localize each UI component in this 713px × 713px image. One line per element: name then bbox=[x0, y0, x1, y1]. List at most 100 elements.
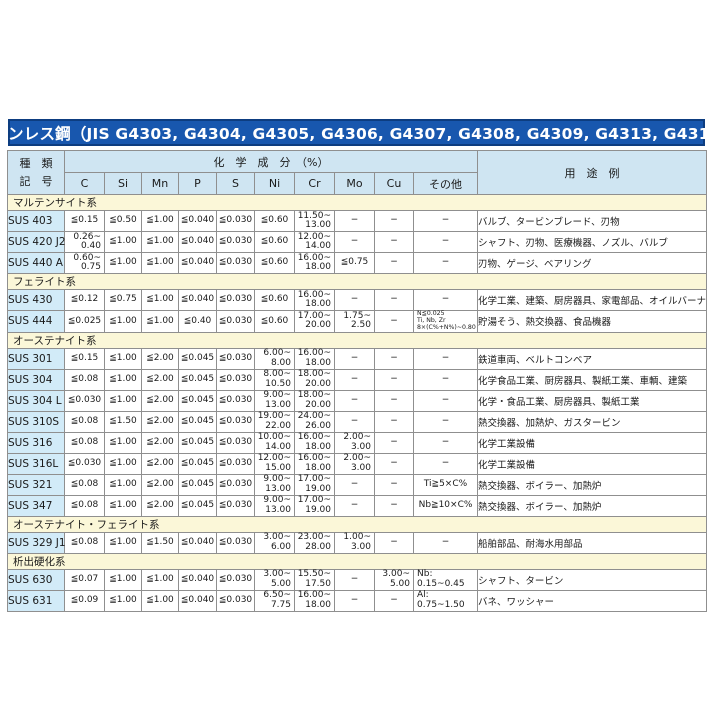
usage-cell: 鉄道車両、ベルトコンベア bbox=[477, 347, 708, 370]
cell-s: ≦0.030 bbox=[216, 452, 255, 475]
cell-p: ≦0.045 bbox=[178, 473, 217, 496]
section-label: 析出硬化系 bbox=[6, 552, 708, 570]
cell-mo: 2.00~ 3.00 bbox=[334, 431, 375, 454]
cell-si: ≦0.50 bbox=[104, 210, 142, 232]
section-row: オーステナイト・フェライト系 bbox=[6, 515, 708, 533]
cell-si: ≦1.00 bbox=[104, 473, 142, 496]
cell-mo: − bbox=[334, 389, 375, 412]
cell-c: ≦0.08 bbox=[64, 410, 105, 433]
cell-p: ≦0.045 bbox=[178, 389, 217, 412]
usage-cell: シャフト、刃物、医療機器、ノズル、バルブ bbox=[477, 231, 708, 253]
cell-cr: 17.00~ 19.00 bbox=[294, 473, 335, 496]
usage-cell: 化学工業設備 bbox=[477, 431, 708, 454]
section-label: オーステナイト系 bbox=[6, 331, 708, 349]
cell-cu: − bbox=[374, 589, 414, 612]
cell-cu: − bbox=[374, 289, 414, 311]
cell-mn: ≦2.00 bbox=[141, 494, 179, 517]
cell-c: ≦0.08 bbox=[64, 431, 105, 454]
cell-ni: 6.50~ 7.75 bbox=[254, 589, 295, 612]
table-row: SUS 301 ≦0.15 ≦1.00 ≦2.00 ≦0.045 ≦0.030 6.00~ … bbox=[7, 347, 708, 370]
cell-other: − bbox=[412, 347, 479, 370]
cell-p: ≦0.045 bbox=[178, 368, 217, 391]
table-row: SUS 316L ≦0.030 ≦1.00 ≦2.00 ≦0.045 ≦0.030 12.0… bbox=[7, 452, 708, 475]
cell-cr: 11.50~ 13.00 bbox=[294, 210, 335, 232]
cell-s: ≦0.030 bbox=[216, 431, 255, 454]
cell-cu: − bbox=[374, 410, 414, 433]
grade-code: SUS 444 bbox=[7, 310, 65, 333]
grade-code: SUS 316L bbox=[7, 452, 65, 475]
cell-s: ≦0.030 bbox=[216, 289, 255, 311]
cell-c: ≦0.12 bbox=[64, 289, 105, 311]
cell-s: ≦0.030 bbox=[216, 389, 255, 412]
table-row: SUS 430 ≦0.12 ≦0.75 ≦1.00 ≦0.040 ≦0.030 ≦0.60 1… bbox=[7, 289, 708, 311]
column-header-s: S bbox=[216, 172, 255, 195]
column-header-usage: 用 途 例 bbox=[477, 150, 708, 195]
cell-mn: ≦2.00 bbox=[141, 431, 179, 454]
cell-mn: ≦1.00 bbox=[141, 310, 179, 333]
cell-ni: 19.00~ 22.00 bbox=[254, 410, 295, 433]
column-header-cu: Cu bbox=[374, 172, 414, 195]
cell-mo: − bbox=[334, 368, 375, 391]
cell-p: ≦0.040 bbox=[178, 531, 217, 554]
grade-code: SUS 316 bbox=[7, 431, 65, 454]
cell-mo: 1.00~ 3.00 bbox=[334, 531, 375, 554]
grade-code: SUS 304 bbox=[7, 368, 65, 391]
cell-c: ≦0.09 bbox=[64, 589, 105, 612]
cell-c: 0.60~ 0.75 bbox=[64, 252, 105, 274]
cell-cr: 15.50~ 17.50 bbox=[294, 568, 335, 591]
cell-cr: 17.00~ 19.00 bbox=[294, 494, 335, 517]
usage-cell: 熱交換器、ボイラー、加熱炉 bbox=[477, 473, 708, 496]
section-row: フェライト系 bbox=[6, 273, 708, 290]
cell-mo: 2.00~ 3.00 bbox=[334, 452, 375, 475]
grade-code: SUS 403 bbox=[7, 210, 65, 232]
cell-other: Nb: 0.15~0.45 bbox=[412, 568, 479, 591]
cell-cu: − bbox=[374, 252, 414, 274]
table-row: SUS 304 L ≦0.030 ≦1.00 ≦2.00 ≦0.045 ≦0.030 9.0… bbox=[7, 389, 708, 412]
cell-ni: ≦0.60 bbox=[254, 310, 295, 333]
table-body: マルテンサイト系 SUS 403 ≦0.15 ≦0.50 ≦1.00 ≦0.040 ≦0.0… bbox=[6, 194, 708, 612]
cell-other: − bbox=[412, 531, 479, 554]
cell-cu: − bbox=[374, 452, 414, 475]
cell-si: ≦1.00 bbox=[104, 231, 142, 253]
table-row: SUS 329 J1 ≦0.08 ≦1.00 ≦1.50 ≦0.040 ≦0.030 3.0… bbox=[7, 531, 708, 554]
cell-mn: ≦1.00 bbox=[141, 210, 179, 232]
cell-mn: ≦1.50 bbox=[141, 531, 179, 554]
cell-mo: − bbox=[334, 289, 375, 311]
column-header-cr: Cr bbox=[294, 172, 335, 195]
cell-cu: − bbox=[374, 368, 414, 391]
section-row: マルテンサイト系 bbox=[6, 194, 708, 211]
cell-ni: 12.00~ 15.00 bbox=[254, 452, 295, 475]
cell-si: ≦1.50 bbox=[104, 410, 142, 433]
cell-mo: − bbox=[334, 410, 375, 433]
cell-cu: − bbox=[374, 231, 414, 253]
cell-ni: ≦0.60 bbox=[254, 210, 295, 232]
cell-cr: 23.00~ 28.00 bbox=[294, 531, 335, 554]
usage-cell: バネ、ワッシャー bbox=[477, 589, 708, 612]
table-row: SUS 631 ≦0.09 ≦1.00 ≦1.00 ≦0.040 ≦0.030 6.50~ … bbox=[7, 589, 708, 612]
cell-p: ≦0.045 bbox=[178, 347, 217, 370]
cell-p: ≦0.040 bbox=[178, 231, 217, 253]
column-header-other: その他 bbox=[412, 172, 479, 195]
cell-si: ≦1.00 bbox=[104, 310, 142, 333]
cell-mo: − bbox=[334, 473, 375, 496]
cell-other: Al: 0.75~1.50 bbox=[412, 589, 479, 612]
column-header-mn: Mn bbox=[141, 172, 179, 195]
cell-cu: − bbox=[374, 431, 414, 454]
cell-mo: ≦0.75 bbox=[334, 252, 375, 274]
cell-other: − bbox=[412, 410, 479, 433]
cell-mn: ≦2.00 bbox=[141, 452, 179, 475]
header-row-1: 種 類 記 号 化 学 成 分 （%） 用 途 例 bbox=[7, 150, 708, 195]
grade-code: SUS 347 bbox=[7, 494, 65, 517]
cell-p: ≦0.040 bbox=[178, 210, 217, 232]
stainless-steel-table: 種 類 記 号 化 学 成 分 （%） 用 途 例 C Si Mn P S Ni… bbox=[6, 150, 708, 612]
cell-ni: 9.00~ 13.00 bbox=[254, 494, 295, 517]
cell-si: ≦1.00 bbox=[104, 568, 142, 591]
cell-mo: − bbox=[334, 494, 375, 517]
cell-other: − bbox=[412, 389, 479, 412]
cell-c: ≦0.08 bbox=[64, 531, 105, 554]
usage-cell: 化学食品工業、厨房器具、製紙工業、車輌、建築 bbox=[477, 368, 708, 391]
cell-mn: ≦2.00 bbox=[141, 389, 179, 412]
grade-code: SUS 329 J1 bbox=[7, 531, 66, 554]
cell-s: ≦0.030 bbox=[216, 210, 255, 232]
